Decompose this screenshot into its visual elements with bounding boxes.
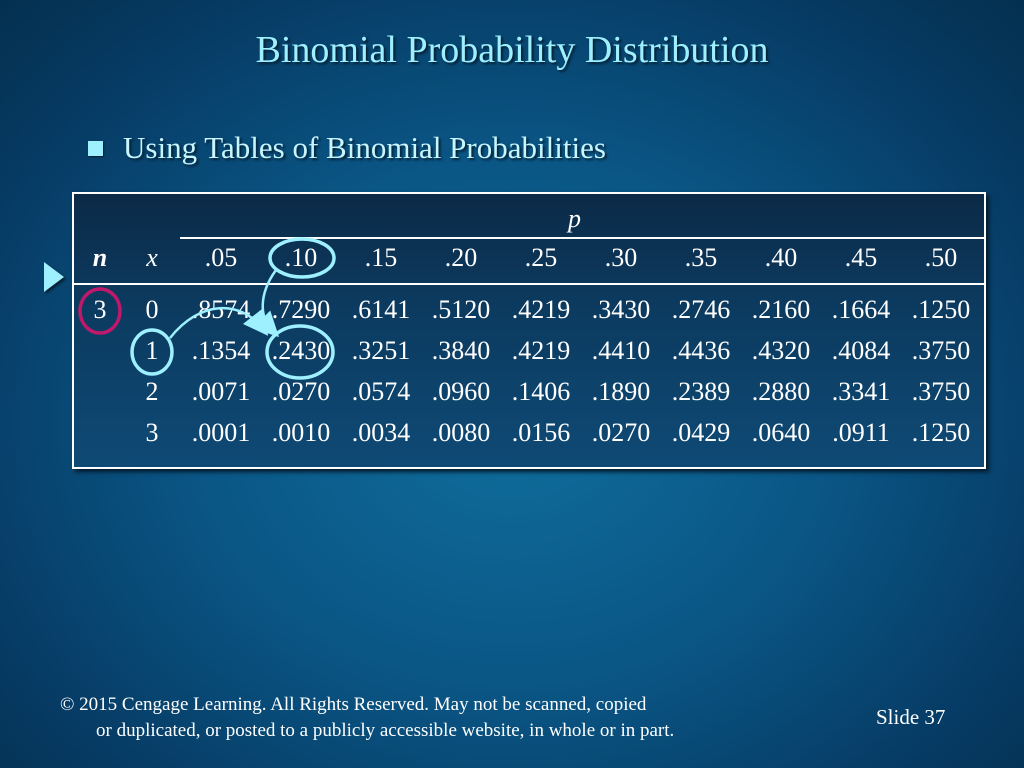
x-value: 1 — [145, 336, 159, 365]
probability-cell: .3430 — [591, 295, 651, 324]
probability-cell: .1664 — [831, 295, 891, 324]
probability-cell: .5120 — [431, 295, 491, 324]
probability-cell: .4320 — [751, 336, 811, 365]
probability-cell: .4219 — [511, 336, 571, 365]
probability-cell: .1250 — [911, 295, 971, 324]
x-value: 0 — [145, 295, 159, 324]
probability-cell: .0429 — [671, 418, 731, 447]
p-column-header: .20 — [444, 243, 478, 272]
p-column-header: .10 — [284, 243, 318, 272]
probability-cell: .1890 — [591, 377, 651, 406]
probability-cell: .0156 — [511, 418, 571, 447]
probability-cell: .4410 — [591, 336, 651, 365]
play-arrow-icon[interactable] — [44, 262, 64, 292]
slide-title: Binomial Probability Distribution — [255, 29, 769, 71]
slide-number: Slide 37 — [876, 705, 946, 729]
x-value: 3 — [145, 418, 159, 447]
probability-cell: .0270 — [591, 418, 651, 447]
probability-cell: .0034 — [351, 418, 411, 447]
bullet-text: Using Tables of Binomial Probabilities — [123, 130, 606, 165]
square-bullet-icon — [88, 140, 103, 156]
probability-cell: .2160 — [751, 295, 811, 324]
p-column-header: .45 — [844, 243, 878, 272]
probability-cell: .0001 — [191, 418, 251, 447]
probability-cell: .3750 — [911, 336, 971, 365]
p-header-label: p — [568, 204, 581, 233]
probability-cell: .1354 — [191, 336, 251, 365]
probability-cell: .4084 — [831, 336, 891, 365]
probability-cell: .0010 — [271, 418, 331, 447]
probability-cell: .0080 — [431, 418, 491, 447]
probability-cell: .8574 — [191, 295, 251, 324]
probability-cell: .1406 — [511, 377, 571, 406]
probability-cell: .3750 — [911, 377, 971, 406]
probability-cell: .0640 — [751, 418, 811, 447]
copyright-footer: © 2015 Cengage Learning. All Rights Rese… — [60, 692, 820, 744]
p-column-header: .40 — [764, 243, 798, 272]
probability-cell: .0911 — [832, 418, 890, 447]
copyright-line-1: © 2015 Cengage Learning. All Rights Rese… — [60, 694, 647, 715]
p-column-header: .05 — [204, 243, 238, 272]
p-column-header: .15 — [364, 243, 398, 272]
probability-cell: .2389 — [671, 377, 731, 406]
probability-cell: .0071 — [191, 377, 251, 406]
probability-cell: .4436 — [671, 336, 731, 365]
bullet-item: Using Tables of Binomial Probabilities — [88, 130, 606, 166]
n-header: n — [92, 243, 108, 272]
probability-cell: .3251 — [351, 336, 411, 365]
probability-cell: .3840 — [431, 336, 491, 365]
probability-cell: .4219 — [511, 295, 571, 324]
p-column-header: .25 — [524, 243, 558, 272]
probability-cell: .0270 — [271, 377, 331, 406]
probability-cell: .3341 — [831, 377, 891, 406]
probability-cell: .7290 — [271, 295, 331, 324]
probability-cell: .0960 — [431, 377, 491, 406]
probability-cell: .1250 — [911, 418, 971, 447]
body-rule — [74, 283, 984, 285]
probability-cell: .0574 — [351, 377, 411, 406]
x-header: x — [146, 243, 158, 272]
probability-cell: .2880 — [751, 377, 811, 406]
p-column-header: .30 — [604, 243, 638, 272]
n-value: 3 — [93, 295, 107, 324]
copyright-line-2: or duplicated, or posted to a publicly a… — [96, 720, 675, 741]
header-rule — [180, 237, 984, 239]
probability-cell: .2746 — [671, 295, 731, 324]
probability-cell: .6141 — [351, 295, 411, 324]
probability-cell: .2430 — [271, 336, 331, 365]
x-value: 2 — [145, 377, 159, 406]
p-column-header: .35 — [684, 243, 718, 272]
p-column-header: .50 — [924, 243, 958, 272]
